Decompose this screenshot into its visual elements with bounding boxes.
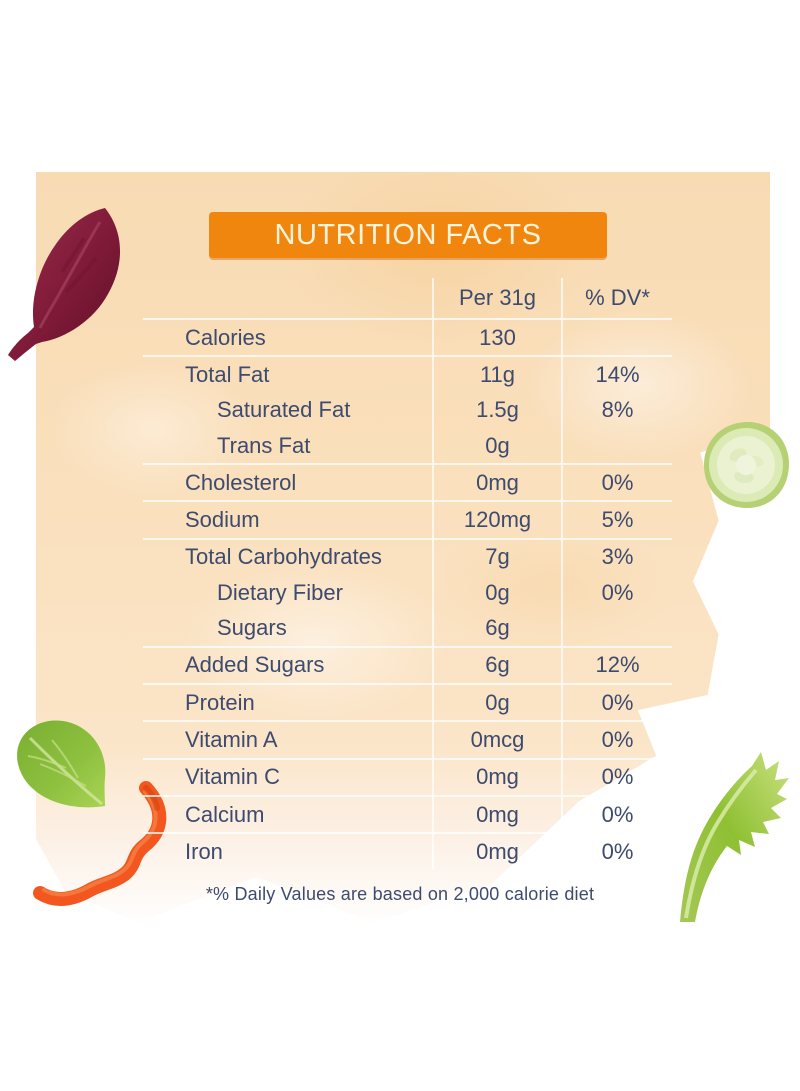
table-row: Dietary Fiber 0g 0% xyxy=(143,575,672,611)
table-row: Added Sugars 6g 12% xyxy=(143,647,672,685)
nutrition-facts-banner: NUTRITION FACTS xyxy=(209,212,607,258)
nutrient-amount: 0mg xyxy=(432,759,563,795)
nutrient-label: Total Fat xyxy=(185,361,270,387)
nutrient-label: Cholesterol xyxy=(185,469,297,495)
daily-value-footnote: *% Daily Values are based on 2,000 calor… xyxy=(205,884,595,904)
nutrient-daily-value: 0% xyxy=(601,838,634,864)
nutrient-amount: 120mg xyxy=(432,502,563,538)
table-row: Iron 0mg 0% xyxy=(143,834,672,870)
table-row: Protein 0g 0% xyxy=(143,684,672,723)
nutrient-daily-value: 0% xyxy=(601,469,634,495)
nutrient-amount: 0mcg xyxy=(432,722,563,758)
nutrition-table-body: Calories 130 Total Fat 11g 14% Saturated… xyxy=(143,320,672,870)
banner-title: NUTRITION FACTS xyxy=(274,218,542,251)
table-row: Total Fat 11g 14% xyxy=(143,357,672,393)
nutrient-daily-value: 0% xyxy=(601,726,634,752)
nutrient-amount: 11g xyxy=(432,357,563,393)
basil-leaf-icon xyxy=(17,720,106,808)
table-row: Calories 130 xyxy=(143,320,672,358)
nutrient-label: Iron xyxy=(185,838,223,864)
nutrient-label: Calcium xyxy=(185,801,265,827)
nutrient-daily-value: 0% xyxy=(601,579,634,605)
nutrient-amount: 0g xyxy=(432,427,563,464)
serving-column-header: Per 31g xyxy=(432,278,563,318)
nutrient-daily-value: 8% xyxy=(601,397,634,423)
nutrient-daily-value: 3% xyxy=(601,544,634,570)
nutrient-amount: 0mg xyxy=(432,465,563,501)
nutrient-label: Calories xyxy=(185,324,266,350)
nutrient-label: Vitamin C xyxy=(185,764,280,790)
beet-leaf-icon xyxy=(8,208,121,361)
nutrient-amount: 0g xyxy=(432,575,563,611)
lettuce-leaf-icon xyxy=(680,752,789,922)
nutrient-daily-value: 5% xyxy=(601,507,634,533)
table-header-row: Per 31g % DV* xyxy=(143,278,672,320)
nutrient-label: Protein xyxy=(185,689,255,715)
table-row: Cholesterol 0mg 0% xyxy=(143,465,672,503)
nutrient-daily-value: 14% xyxy=(595,361,640,387)
nutrient-label: Vitamin A xyxy=(185,726,278,752)
nutrient-label: Added Sugars xyxy=(185,652,325,678)
nutrient-daily-value: 0% xyxy=(601,801,634,827)
nutrition-table: Per 31g % DV* Calories 130 Total Fat 11g… xyxy=(143,278,672,870)
nutrient-daily-value xyxy=(563,428,672,463)
table-row: Vitamin C 0mg 0% xyxy=(143,759,672,797)
nutrient-label: Sodium xyxy=(185,507,260,533)
table-row: Sodium 120mg 5% xyxy=(143,502,672,540)
nutrient-label: Sugars xyxy=(217,615,287,641)
nutrient-amount: 0g xyxy=(432,684,563,721)
cucumber-slice-icon xyxy=(704,421,789,508)
nutrient-amount: 6g xyxy=(432,647,563,683)
nutrient-amount: 130 xyxy=(432,320,563,356)
nutrient-daily-value xyxy=(563,610,672,645)
nutrient-daily-value xyxy=(563,320,672,355)
nutrient-daily-value: 0% xyxy=(601,764,634,790)
nutrient-daily-value: 12% xyxy=(595,652,640,678)
header-spacer xyxy=(143,278,432,318)
table-row: Trans Fat 0g xyxy=(143,427,672,466)
nutrient-label: Saturated Fat xyxy=(217,397,351,423)
red-pepper-slice-icon xyxy=(33,781,167,906)
nutrient-amount: 1.5g xyxy=(432,392,563,428)
nutrient-amount: 0mg xyxy=(432,834,563,870)
table-row: Calcium 0mg 0% xyxy=(143,796,672,835)
nutrient-label: Dietary Fiber xyxy=(217,579,343,605)
table-row: Vitamin A 0mcg 0% xyxy=(143,722,672,760)
dv-column-header: % DV* xyxy=(585,285,650,310)
table-row: Sugars 6g xyxy=(143,610,672,648)
nutrient-label: Total Carbohydrates xyxy=(185,544,382,570)
table-row: Saturated Fat 1.5g 8% xyxy=(143,392,672,428)
nutrient-amount: 0mg xyxy=(432,796,563,833)
nutrient-amount: 6g xyxy=(432,610,563,646)
nutrient-daily-value: 0% xyxy=(601,689,634,715)
table-row: Total Carbohydrates 7g 3% xyxy=(143,539,672,576)
nutrient-amount: 7g xyxy=(432,539,563,576)
nutrient-label: Trans Fat xyxy=(217,432,311,458)
